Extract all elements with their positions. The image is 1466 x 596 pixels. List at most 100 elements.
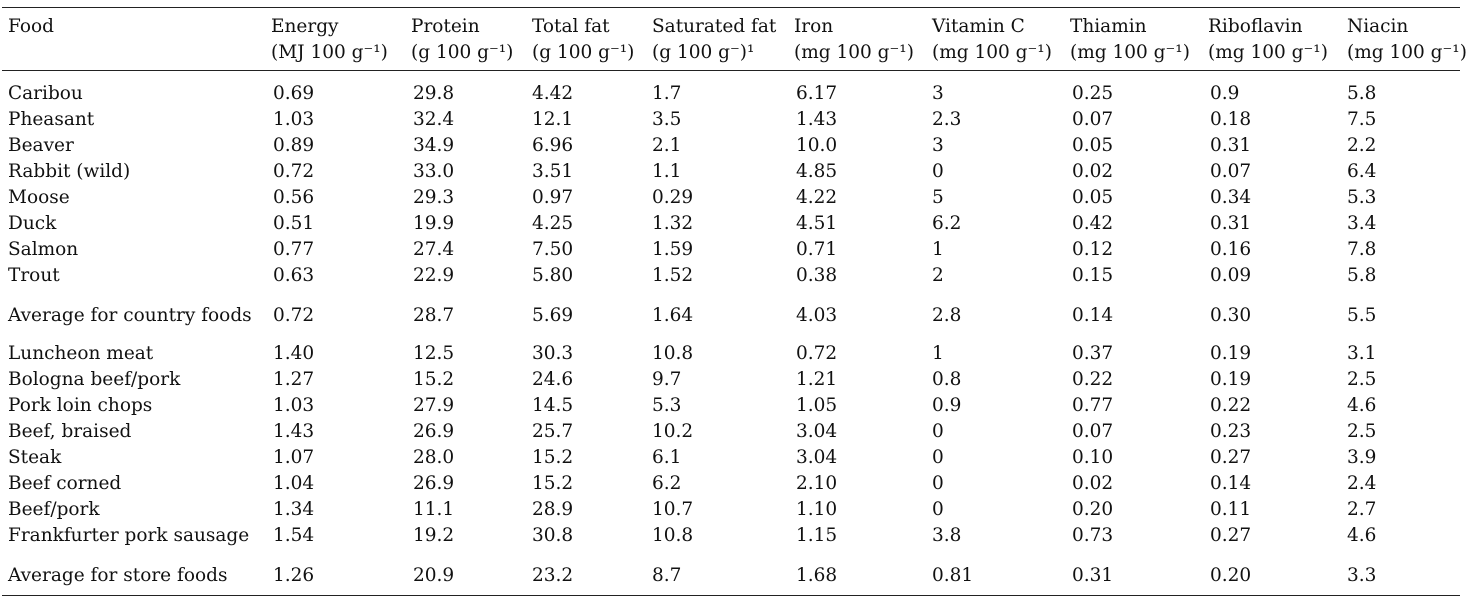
header-unit: (mg 100 g⁻¹) (1208, 42, 1328, 63)
cell-food: Bologna beef/pork (8, 369, 181, 390)
cell-total-fat: 30.8 (532, 525, 574, 546)
cell-niacin: 5.5 (1347, 305, 1377, 326)
cell-riboflavin: 0.27 (1210, 525, 1252, 546)
cell-energy: 0.72 (273, 305, 315, 326)
cell-niacin: 2.5 (1347, 421, 1377, 442)
cell-energy: 1.03 (273, 109, 315, 130)
cell-vitamin-c: 1 (932, 343, 944, 364)
cell-vitamin-c: 0 (932, 161, 944, 182)
cell-protein: 28.7 (413, 305, 455, 326)
header-saturated-fat: Saturated fat (g 100 g⁻)¹ (646, 8, 788, 71)
cell-niacin: 7.5 (1347, 109, 1377, 130)
cell-protein: 34.9 (413, 135, 455, 156)
cell-protein: 27.4 (413, 239, 455, 260)
header-food: Food (2, 8, 265, 71)
header-thiamin: Thiamin (mg 100 g⁻¹) (1064, 8, 1202, 71)
cell-iron: 3.04 (796, 421, 838, 442)
cell-protein: 11.1 (413, 499, 455, 520)
cell-niacin: 3.9 (1347, 447, 1377, 468)
cell-food: Pork loin chops (8, 395, 153, 416)
header-unit: (g 100 g⁻¹) (411, 42, 514, 63)
cell-riboflavin: 0.19 (1210, 343, 1252, 364)
cell-thiamin: 0.02 (1072, 161, 1114, 182)
cell-food: Steak (8, 447, 62, 468)
cell-niacin: 3.3 (1347, 565, 1377, 586)
header-unit: (g 100 g⁻)¹ (652, 42, 755, 63)
cell-thiamin: 0.12 (1072, 239, 1114, 260)
cell-riboflavin: 0.34 (1210, 187, 1252, 208)
cell-niacin: 4.6 (1347, 525, 1377, 546)
header-vitamin-c: Vitamin C (mg 100 g⁻¹) (926, 8, 1064, 71)
cell-niacin: 3.4 (1347, 213, 1377, 234)
cell-vitamin-c: 0.81 (932, 565, 974, 586)
cell-food: Average for store foods (8, 565, 228, 586)
cell-total-fat: 30.3 (532, 343, 574, 364)
header-riboflavin: Riboflavin (mg 100 g⁻¹) (1202, 8, 1341, 71)
table-row: Pork loin chops 1.03 27.9 14.5 5.3 1.05 0.9 0.7… (2, 393, 1460, 419)
cell-saturated-fat: 1.64 (652, 305, 694, 326)
cell-thiamin: 0.77 (1072, 395, 1114, 416)
cell-food: Average for country foods (8, 305, 252, 326)
cell-total-fat: 15.2 (532, 447, 574, 468)
table-row: Salmon 0.77 27.4 7.50 1.59 0.71 1 0.12 0.16 7.8 (2, 237, 1460, 263)
table-row: Rabbit (wild) 0.72 33.0 3.51 1.1 4.85 0 0.02 0.0… (2, 159, 1460, 185)
cell-total-fat: 3.51 (532, 161, 574, 182)
cell-energy: 0.51 (273, 213, 315, 234)
cell-food: Frankfurter pork sausage (8, 525, 250, 546)
cell-riboflavin: 0.11 (1210, 499, 1252, 520)
cell-food: Beef corned (8, 473, 122, 494)
cell-niacin: 7.8 (1347, 239, 1377, 260)
cell-vitamin-c: 0 (932, 421, 944, 442)
cell-riboflavin: 0.9 (1210, 83, 1240, 104)
cell-saturated-fat: 10.7 (652, 499, 694, 520)
cell-thiamin: 0.10 (1072, 447, 1114, 468)
cell-total-fat: 4.42 (532, 83, 574, 104)
cell-thiamin: 0.02 (1072, 473, 1114, 494)
cell-riboflavin: 0.19 (1210, 369, 1252, 390)
cell-riboflavin: 0.31 (1210, 135, 1252, 156)
cell-saturated-fat: 3.5 (652, 109, 682, 130)
cell-saturated-fat: 1.1 (652, 161, 682, 182)
cell-thiamin: 0.07 (1072, 109, 1114, 130)
cell-food: Beaver (8, 135, 74, 156)
cell-saturated-fat: 1.52 (652, 265, 694, 286)
cell-food: Luncheon meat (8, 343, 154, 364)
cell-total-fat: 7.50 (532, 239, 574, 260)
cell-total-fat: 23.2 (532, 565, 574, 586)
cell-niacin: 5.8 (1347, 83, 1377, 104)
cell-protein: 27.9 (413, 395, 455, 416)
cell-energy: 1.03 (273, 395, 315, 416)
cell-food: Trout (8, 265, 60, 286)
cell-energy: 0.72 (273, 161, 315, 182)
cell-total-fat: 28.9 (532, 499, 574, 520)
cell-niacin: 2.4 (1347, 473, 1377, 494)
cell-saturated-fat: 8.7 (652, 565, 682, 586)
header-iron: Iron (mg 100 g⁻¹) (788, 8, 926, 71)
cell-energy: 0.89 (273, 135, 315, 156)
cell-energy: 1.26 (273, 565, 315, 586)
cell-iron: 1.68 (796, 565, 838, 586)
cell-total-fat: 0.97 (532, 187, 574, 208)
cell-saturated-fat: 0.29 (652, 187, 694, 208)
cell-iron: 4.51 (796, 213, 838, 234)
cell-total-fat: 15.2 (532, 473, 574, 494)
cell-protein: 26.9 (413, 473, 455, 494)
cell-niacin: 6.4 (1347, 161, 1377, 182)
cell-total-fat: 25.7 (532, 421, 574, 442)
cell-food: Salmon (8, 239, 79, 260)
cell-iron: 6.17 (796, 83, 838, 104)
average-row: Average for country foods 0.72 28.7 5.69 1.6… (2, 289, 1460, 341)
table-row: Beef, braised 1.43 26.9 25.7 10.2 3.04 0 0.07 0.… (2, 419, 1460, 445)
cell-protein: 22.9 (413, 265, 455, 286)
cell-iron: 0.38 (796, 265, 838, 286)
header-label: Niacin (1347, 16, 1409, 37)
cell-total-fat: 14.5 (532, 395, 574, 416)
cell-vitamin-c: 0 (932, 473, 944, 494)
cell-food: Beef/pork (8, 499, 100, 520)
cell-riboflavin: 0.09 (1210, 265, 1252, 286)
cell-iron: 2.10 (796, 473, 838, 494)
cell-iron: 0.72 (796, 343, 838, 364)
cell-vitamin-c: 5 (932, 187, 944, 208)
cell-saturated-fat: 10.2 (652, 421, 694, 442)
cell-saturated-fat: 6.2 (652, 473, 682, 494)
